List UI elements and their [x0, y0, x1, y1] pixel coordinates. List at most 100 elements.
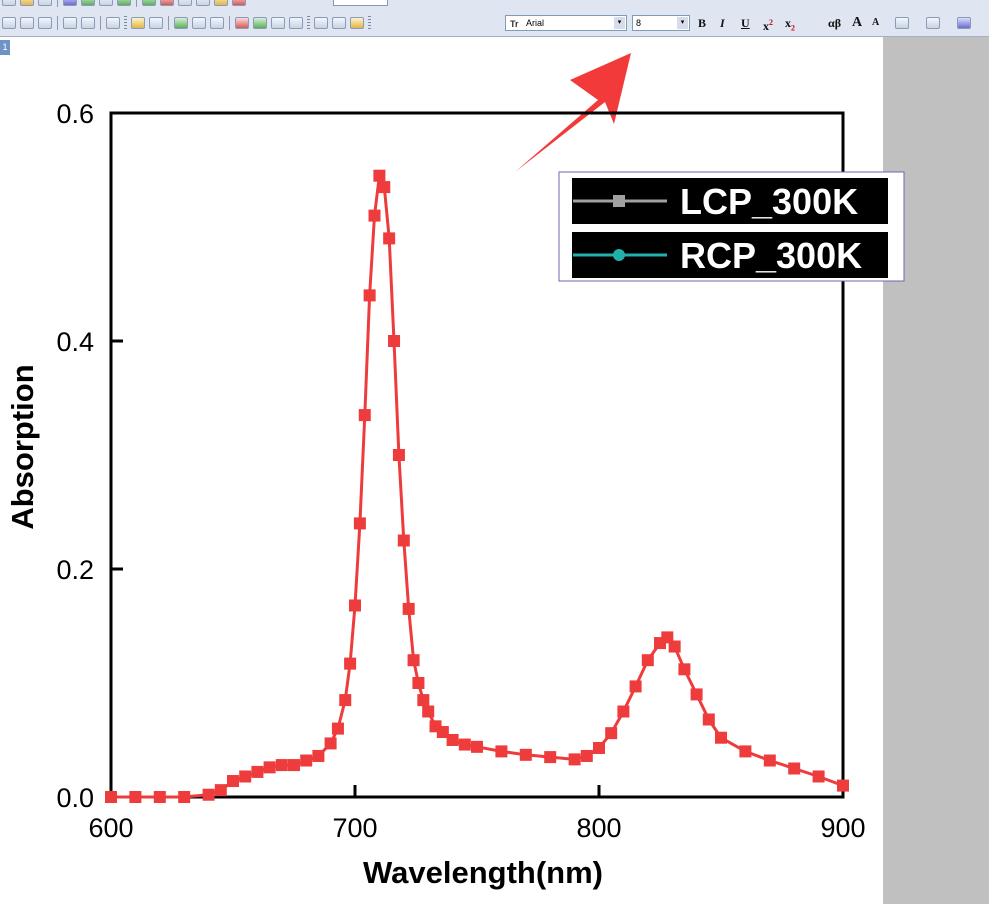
annotation-arrow [515, 53, 631, 172]
import-icon[interactable] [142, 0, 156, 6]
toolbar-row-graph [0, 14, 989, 32]
arrange-icon[interactable] [289, 17, 303, 29]
export-icon[interactable] [160, 0, 174, 6]
data-point [383, 232, 396, 245]
data-point [300, 754, 313, 767]
new-file-icon[interactable] [2, 0, 16, 6]
legend-label-rcp: RCP_300K [680, 235, 862, 276]
chevron-down-icon[interactable]: ▾ [677, 17, 688, 29]
font-size-select[interactable]: 8 ▾ [632, 15, 690, 31]
data-point [373, 169, 386, 182]
toolbar-grip[interactable] [368, 16, 371, 30]
open-file-icon[interactable] [20, 0, 34, 6]
worksheet-icon[interactable] [131, 17, 145, 29]
grid-icon[interactable] [38, 0, 52, 6]
data-point [288, 759, 300, 772]
data-point [344, 657, 357, 670]
bold-button[interactable]: B [698, 16, 707, 30]
data-point [407, 654, 420, 667]
screen-reader-icon[interactable] [20, 17, 34, 29]
duplicate-icon[interactable] [235, 17, 249, 29]
copy-icon[interactable] [332, 17, 346, 29]
line-style-icon[interactable] [926, 17, 940, 29]
column-stats-icon[interactable] [149, 17, 163, 29]
undo-icon[interactable] [106, 17, 120, 29]
toolbar-grip[interactable] [307, 16, 310, 30]
copy-page-icon[interactable] [196, 0, 210, 6]
chevron-down-icon[interactable]: ▾ [614, 17, 625, 29]
3d-rotate-icon[interactable] [271, 17, 285, 29]
y-tick-label: 0.6 [56, 99, 94, 129]
refresh-icon[interactable] [232, 0, 246, 6]
add-plot-icon[interactable] [253, 17, 267, 29]
toolbar-grip[interactable] [124, 16, 127, 30]
window-icon[interactable] [63, 0, 77, 6]
data-point [417, 694, 430, 707]
data-point [339, 694, 352, 707]
font-name-select[interactable]: Tr Arial ▾ [505, 15, 627, 31]
data-point [239, 770, 252, 783]
font-color-icon[interactable] [957, 17, 971, 29]
superscript-button[interactable]: x2 [763, 15, 773, 33]
x-tick-label: 600 [88, 813, 133, 843]
underline-button[interactable]: U [741, 16, 750, 30]
toolbar-separator [136, 0, 137, 7]
subscript-mark: 2 [791, 23, 795, 33]
data-point [544, 751, 557, 764]
italic-button[interactable]: I [720, 16, 725, 30]
data-point [812, 770, 825, 783]
data-point [402, 602, 415, 615]
data-point [519, 748, 532, 761]
legend-marker-lcp [613, 195, 625, 207]
paste-icon[interactable] [350, 17, 364, 29]
x-tick-label: 800 [576, 813, 621, 843]
zoom-combo[interactable] [333, 0, 388, 6]
data-point [353, 517, 366, 530]
data-point [397, 534, 410, 547]
layout-icon[interactable] [99, 0, 113, 6]
data-point [363, 289, 376, 302]
toolbar-separator [168, 16, 169, 30]
rescale-icon[interactable] [214, 0, 228, 6]
data-point [593, 741, 605, 754]
data-point [739, 745, 752, 758]
data-point [715, 731, 727, 744]
set-column-icon[interactable] [210, 17, 224, 29]
toolbar-separator [229, 16, 230, 30]
print-icon[interactable] [178, 0, 192, 6]
greek-button[interactable]: αβ [828, 16, 842, 30]
data-reader-icon[interactable] [2, 17, 16, 29]
data-point [436, 726, 449, 739]
graph-icon[interactable] [81, 0, 95, 6]
toolbar-separator [100, 16, 101, 30]
subscript-button[interactable]: x2 [785, 15, 795, 33]
decrease-font-button[interactable]: A [872, 17, 880, 28]
align-icon[interactable] [895, 17, 909, 29]
font-name-value: Arial [526, 18, 545, 28]
data-point [837, 779, 849, 792]
pin-icon[interactable] [81, 17, 95, 29]
data-point [105, 791, 117, 803]
table-icon[interactable] [192, 17, 206, 29]
add-layer-icon[interactable] [63, 17, 77, 29]
save-icon[interactable] [117, 0, 131, 6]
region-select-icon[interactable] [38, 17, 52, 29]
y-tick-label: 0.4 [56, 327, 94, 357]
subscript-label: x [785, 16, 791, 30]
data-point [422, 705, 435, 718]
data-point [678, 663, 691, 676]
data-point [495, 745, 508, 758]
data-point [214, 784, 227, 797]
window-tab[interactable]: 1 [0, 40, 10, 55]
data-point [617, 705, 630, 718]
font-size-value: 8 [636, 18, 642, 28]
data-point [324, 737, 337, 750]
data-point [388, 335, 401, 347]
matrix-icon[interactable] [174, 17, 188, 29]
increase-font-button[interactable]: A [852, 15, 863, 30]
cut-icon[interactable] [314, 17, 328, 29]
data-point [251, 765, 264, 778]
data-point [641, 654, 654, 667]
superscript-mark: 2 [769, 18, 773, 27]
